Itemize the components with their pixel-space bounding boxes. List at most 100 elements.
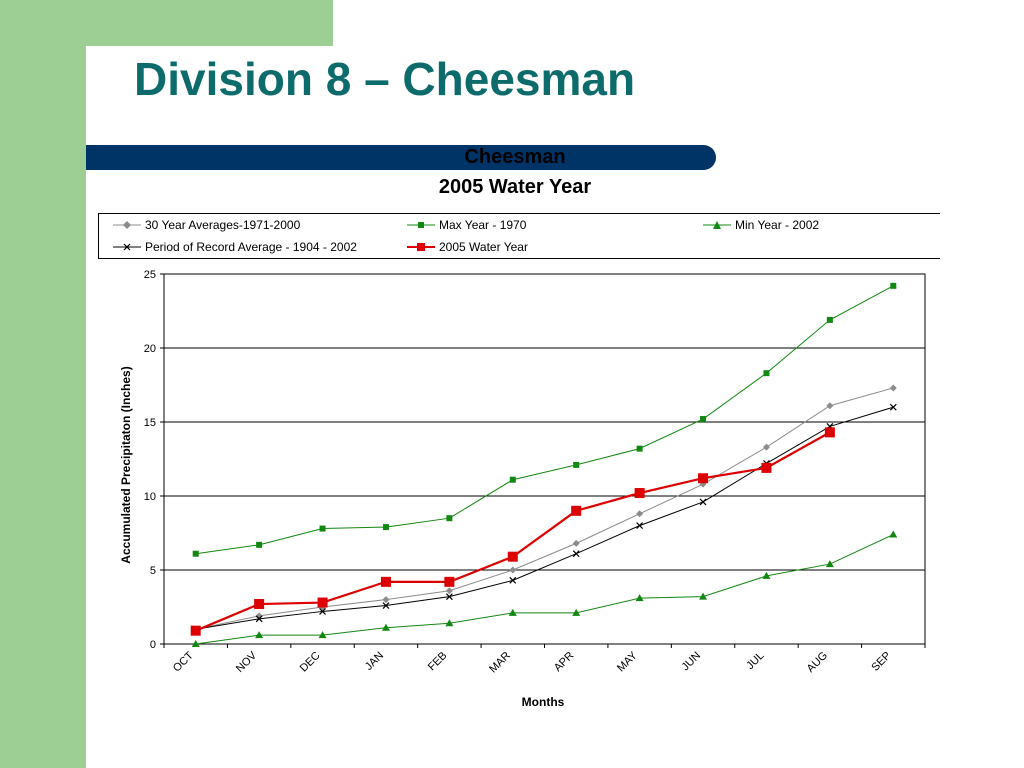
background-band-left [0,0,86,768]
data-point [890,282,897,289]
data-point [381,623,390,631]
legend-marker-square-icon [407,222,435,228]
y-tick-label: 0 [150,639,156,651]
data-point [382,602,390,609]
data-point [509,576,517,584]
legend-marker-triangle-icon [703,221,731,229]
x-tick-label: NOV [234,649,260,675]
y-tick-label: 15 [144,417,156,429]
x-tick-label: AUG [805,650,830,675]
data-point [254,599,265,610]
chart-subtitle: 2005 Water Year [438,176,592,198]
data-point [509,476,516,483]
plot-area [163,273,926,645]
y-tick-label: 20 [144,343,156,355]
legend-marker-diamond-icon [113,221,141,229]
data-point [255,631,264,639]
data-point [699,592,708,600]
x-tick-label: JUN [680,650,704,674]
data-point [825,560,834,568]
data-point [445,587,453,595]
title-banner [86,145,716,170]
data-point [635,594,644,602]
data-point [889,384,897,392]
slide-title: Division 8 – Cheesman [134,53,636,105]
data-point [444,576,455,587]
data-point [319,525,326,532]
data-point [571,505,582,516]
data-point [508,608,517,616]
y-axis-label: Accumulated Precipitaton (Inches) [119,366,133,564]
data-point [634,488,645,499]
data-point [824,427,835,438]
x-tick-label: OCT [171,649,196,674]
legend-label: 2005 Water Year [439,240,528,254]
data-point [636,522,644,530]
data-point [445,619,454,627]
chart-title: Cheesman [464,146,566,168]
series-line [195,387,894,630]
data-point [445,593,453,601]
legend-entry: Period of Record Average - 1904 - 2002 [113,240,357,254]
legend-marker-x-icon [113,243,141,251]
legend-entry: 2005 Water Year [407,240,528,254]
data-point [382,596,390,604]
data-point [763,370,770,377]
series-line [195,285,894,555]
x-tick-label: FEB [426,650,450,674]
legend-entry: Max Year - 1970 [407,218,526,232]
data-point [698,473,709,484]
data-point [190,625,201,636]
chart-legend: 30 Year Averages-1971-2000 Max Year - 19… [98,213,940,259]
data-point [380,576,391,587]
data-point [319,608,326,615]
x-tick-label: JUL [744,650,766,672]
data-point [256,541,263,548]
data-point [762,443,770,451]
x-tick-label: MAR [487,650,513,676]
y-tick-label: 25 [144,269,156,281]
data-point [762,571,771,579]
data-point [509,566,517,574]
data-point [636,510,644,518]
background-band-top [0,0,333,46]
legend-entry: Min Year - 2002 [703,218,819,232]
legend-marker-red-square-icon [407,243,435,251]
y-tick-label: 5 [150,565,156,577]
x-tick-label: MAY [615,649,640,674]
data-point [572,550,580,558]
data-point [572,539,580,547]
data-point [572,608,581,616]
x-tick-label: DEC [298,650,323,675]
series-line [195,406,894,630]
x-tick-label: APR [552,650,577,675]
legend-label: 30 Year Averages-1971-2000 [145,218,301,232]
x-tick-label: SEP [869,650,893,674]
legend-label: Max Year - 1970 [439,218,527,232]
data-point [889,530,898,538]
data-point [192,550,199,557]
data-point [636,445,643,452]
data-point [382,524,389,531]
legend-entry: 30 Year Averages-1971-2000 [113,218,300,232]
y-tick-label: 10 [144,491,156,503]
data-point [318,631,327,639]
series-line [195,534,894,645]
data-point [191,640,200,647]
data-point [573,461,580,468]
data-point [699,498,707,506]
x-axis-label: Months [521,695,565,709]
legend-label: Min Year - 2002 [735,218,820,232]
x-tick-label: JAN [363,650,386,673]
data-point [700,416,707,423]
data-point [446,515,453,522]
data-point [889,403,897,411]
data-point [826,316,833,323]
data-point [255,615,263,623]
data-point [826,402,834,410]
data-point [507,551,518,562]
legend-label: Period of Record Average - 1904 - 2002 [145,240,357,254]
data-point [761,462,772,473]
data-point [317,597,328,608]
